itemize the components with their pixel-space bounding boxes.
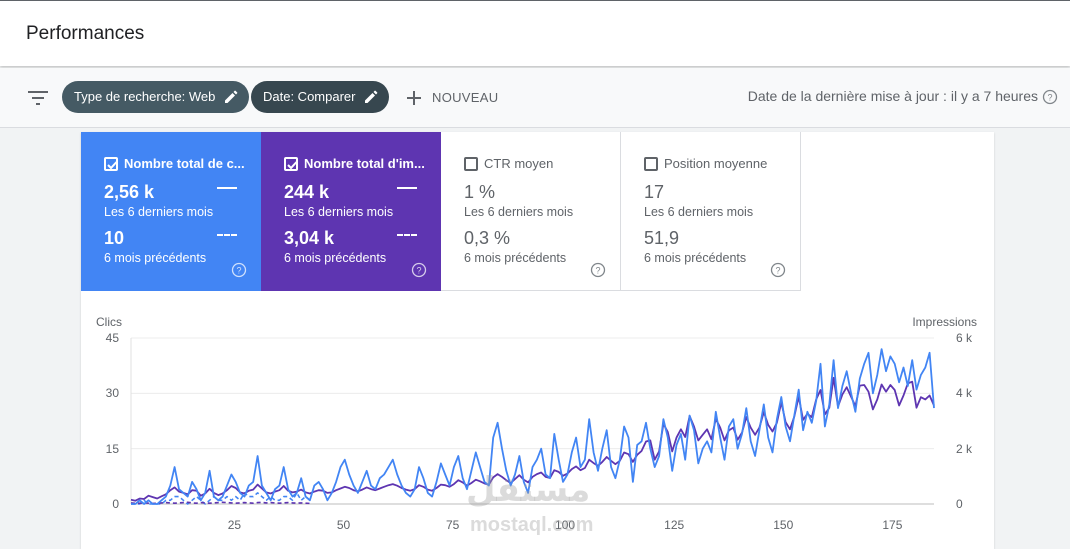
search-type-chip[interactable]: Type de recherche: Web <box>62 81 250 113</box>
filter-icon[interactable] <box>28 90 48 106</box>
x-tick: 150 <box>773 518 794 532</box>
y-tick-right: 4 k <box>956 386 973 401</box>
metric-label: Nombre total de c... <box>124 156 245 171</box>
search-type-chip-label: Type de recherche: Web <box>74 89 216 104</box>
metric-current-period: Les 6 derniers mois <box>104 205 214 219</box>
metric-current-value: 244 k <box>284 182 330 202</box>
y-axis-left-title: Clics <box>96 315 122 329</box>
metric-current-value: 2,56 k <box>104 182 155 202</box>
metric-current-period: Les 6 derniers mois <box>464 205 574 219</box>
metric-previous-value: 0,3 % <box>464 228 511 248</box>
checkbox-checked-icon[interactable] <box>284 157 298 171</box>
metric-label: Nombre total d'im... <box>304 156 425 171</box>
y-tick-right: 2 k <box>956 441 973 456</box>
svg-text:?: ? <box>236 266 241 276</box>
y-tick-left: 45 <box>105 331 119 345</box>
edit-pencil-icon[interactable] <box>363 89 379 105</box>
svg-text:?: ? <box>595 266 600 276</box>
new-filter-button[interactable]: NOUVEAU <box>404 86 498 110</box>
y-tick-left: 0 <box>112 497 119 511</box>
metric-total-impressions[interactable]: Nombre total d'im... 244 k Les 6 dernier… <box>261 132 441 291</box>
metric-previous-period: 6 mois précédents <box>464 251 567 265</box>
performance-card: Nombre total de c... 2,56 k Les 6 dernie… <box>81 132 994 549</box>
date-chip-label: Date: Comparer <box>263 89 356 104</box>
help-icon[interactable]: ? <box>590 262 606 278</box>
help-icon[interactable]: ? <box>770 262 786 278</box>
performance-chart: Clics Impressions 0 15 30 45 0 2 k 4 k 6 k 25 50 7… <box>81 302 994 549</box>
y-tick-left: 15 <box>105 441 119 456</box>
metric-previous-period: 6 mois précédents <box>104 251 207 265</box>
metric-previous-period: 6 mois précédents <box>284 251 387 265</box>
svg-text:?: ? <box>775 266 780 276</box>
dashed-line-legend <box>397 234 417 236</box>
y-tick-left: 30 <box>105 386 119 401</box>
metric-current-period: Les 6 derniers mois <box>284 205 394 219</box>
svg-text:?: ? <box>416 266 421 276</box>
x-tick: 175 <box>882 518 903 532</box>
metric-label: CTR moyen <box>484 156 554 171</box>
help-icon[interactable]: ? <box>1042 89 1058 105</box>
help-icon[interactable]: ? <box>231 262 247 278</box>
metric-current-period: Les 6 derniers mois <box>644 205 754 219</box>
metric-previous-value: 51,9 <box>644 228 680 248</box>
edit-pencil-icon[interactable] <box>223 89 239 105</box>
filter-bar: Type de recherche: Web Date: Comparer NO… <box>0 68 1070 128</box>
svg-text:?: ? <box>1047 93 1052 103</box>
checkbox-unchecked-icon[interactable] <box>644 157 658 171</box>
page-title: Performances <box>26 23 145 44</box>
x-tick: 75 <box>445 518 460 532</box>
y-axis-right-title: Impressions <box>912 315 977 329</box>
metric-previous-period: 6 mois précédents <box>644 251 747 265</box>
series-line-clicks <box>131 348 935 505</box>
metric-label: Position moyenne <box>664 156 768 171</box>
new-filter-label: NOUVEAU <box>432 90 499 105</box>
top-bar: Performances <box>0 0 1070 66</box>
metric-current-value: 17 <box>644 182 665 202</box>
plus-icon <box>407 91 421 105</box>
series-line-clicks-previous <box>131 492 311 505</box>
metric-average-ctr[interactable]: CTR moyen 1 % Les 6 derniers mois 0,3 % … <box>441 132 621 291</box>
metric-previous-value: 10 <box>104 228 125 248</box>
x-tick: 100 <box>555 518 576 532</box>
help-icon[interactable]: ? <box>411 262 427 278</box>
checkbox-unchecked-icon[interactable] <box>464 157 478 171</box>
x-tick: 50 <box>336 518 351 532</box>
metric-total-clicks[interactable]: Nombre total de c... 2,56 k Les 6 dernie… <box>81 132 261 291</box>
series-line-impressions-previous <box>130 501 310 505</box>
x-tick: 125 <box>664 518 685 532</box>
dashed-line-legend <box>217 234 237 236</box>
metric-current-value: 1 % <box>464 182 496 202</box>
solid-line-legend <box>397 187 417 189</box>
metric-average-position[interactable]: Position moyenne 17 Les 6 derniers mois … <box>621 132 801 291</box>
chart-plot-area[interactable] <box>81 302 994 549</box>
y-tick-right: 6 k <box>956 331 973 345</box>
solid-line-legend <box>217 187 237 189</box>
metric-previous-value: 3,04 k <box>284 228 335 248</box>
last-update-text: Date de la dernière mise à jour : il y a… <box>747 88 1038 104</box>
date-chip[interactable]: Date: Comparer <box>251 81 390 113</box>
checkbox-checked-icon[interactable] <box>104 157 118 171</box>
x-tick: 25 <box>227 518 242 532</box>
y-tick-right: 0 <box>956 497 963 511</box>
